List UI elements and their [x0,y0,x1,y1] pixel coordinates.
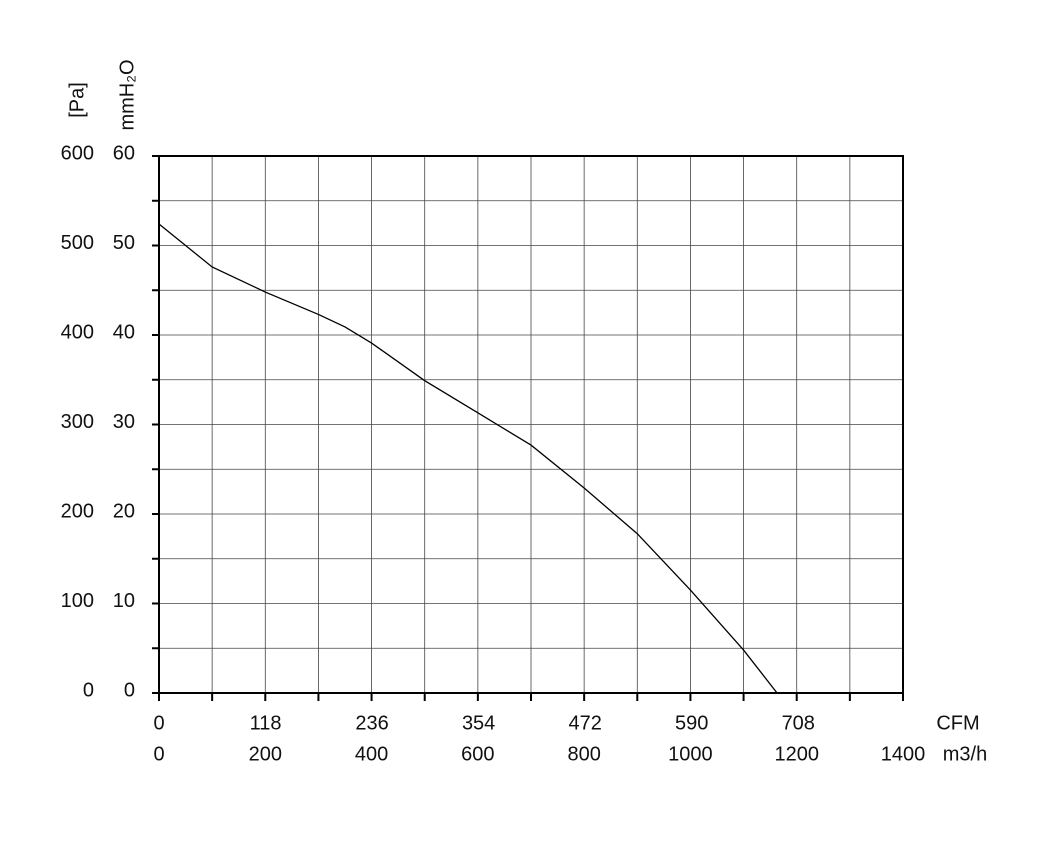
y2-axis-label: mmH₂O [116,59,138,130]
y2-tick-label: 10 [113,590,135,612]
y2-tick-label: 40 [113,321,135,343]
y2-tick-label: 50 [113,232,135,254]
data-line [158,223,778,694]
x-tick-label: 200 [249,743,282,765]
x-tick-label: 1000 [668,743,713,765]
y-tick-label: 300 [61,411,94,433]
x2-tick-label: 236 [355,712,388,734]
y-tick-label: 400 [61,321,94,343]
x2-tick-label: 472 [568,712,601,734]
y2-tick-label: 60 [113,142,135,164]
y2-tick-label: 0 [124,679,135,701]
y2-tick-label: 30 [113,411,135,433]
x-axis-label: m3/h [943,743,987,765]
plot-frame [158,155,904,694]
y-tick-label: 500 [61,232,94,254]
x2-axis-label: CFM [936,712,979,734]
y-tick-label: 200 [61,500,94,522]
x2-tick-label: 118 [250,712,282,734]
x2-tick-label: 708 [782,712,815,734]
x2-tick-label: 354 [462,712,495,734]
y2-tick-label: 20 [113,500,135,522]
x-tick-label: 400 [355,743,388,765]
y-tick-label: 600 [61,142,94,164]
x-tick-label: 600 [461,743,494,765]
x-tick-label: 0 [153,743,164,765]
x-tick-label: 1400 [881,743,926,765]
x-tick-label: 1200 [774,743,819,765]
y-tick-label: 100 [61,590,94,612]
x2-tick-label: 590 [675,712,708,734]
y-axis-label: [Pa] [66,82,88,118]
x-tick-label: 800 [567,743,600,765]
x2-tick-label: 0 [153,712,164,734]
y-tick-label: 0 [83,679,94,701]
